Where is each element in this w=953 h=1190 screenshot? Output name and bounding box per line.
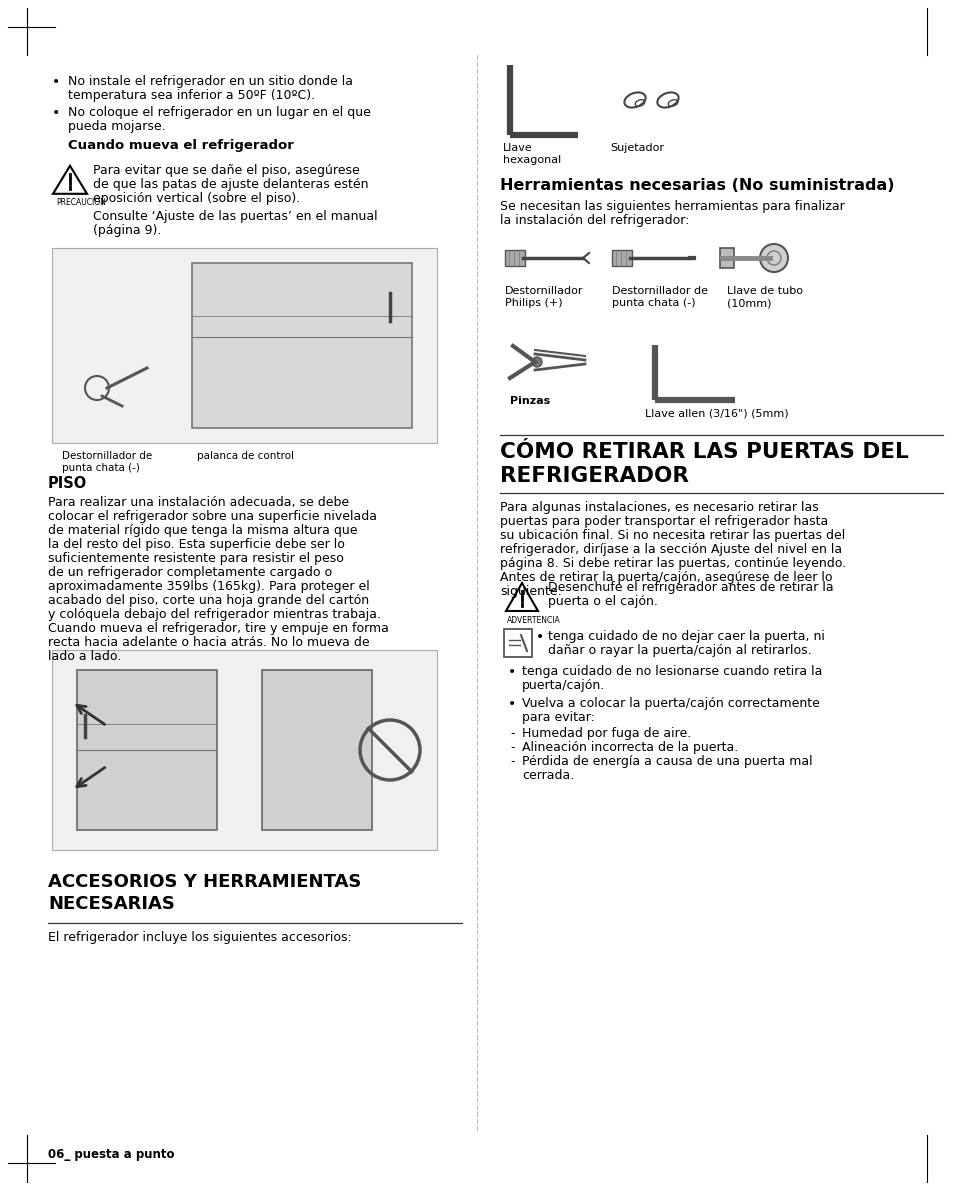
Text: refrigerador, diríjase a la sección Ajuste del nivel en la: refrigerador, diríjase a la sección Ajus… — [499, 543, 841, 556]
Text: de material rígido que tenga la misma altura que: de material rígido que tenga la misma al… — [48, 524, 357, 537]
Text: dañar o rayar la puerta/cajón al retirarlos.: dañar o rayar la puerta/cajón al retirar… — [547, 644, 811, 657]
Text: Sujetador: Sujetador — [609, 143, 663, 154]
Text: Se necesitan las siguientes herramientas para finalizar: Se necesitan las siguientes herramientas… — [499, 200, 843, 213]
Text: tenga cuidado de no dejar caer la puerta, ni: tenga cuidado de no dejar caer la puerta… — [547, 630, 824, 643]
Text: Herramientas necesarias (No suministrada): Herramientas necesarias (No suministrada… — [499, 178, 894, 193]
Bar — [262, 670, 372, 829]
Text: Destornillador: Destornillador — [504, 286, 583, 296]
Text: -: - — [510, 727, 514, 740]
Text: siguiente:: siguiente: — [499, 585, 561, 599]
Text: Vuelva a colocar la puerta/cajón correctamente: Vuelva a colocar la puerta/cajón correct… — [521, 697, 819, 710]
Text: tenga cuidado de no lesionarse cuando retira la: tenga cuidado de no lesionarse cuando re… — [521, 665, 821, 678]
Bar — [720, 248, 733, 268]
Text: palanca de control: palanca de control — [196, 451, 294, 461]
Text: ADVERTENCIA: ADVERTENCIA — [506, 616, 560, 625]
Text: punta chata (-): punta chata (-) — [62, 463, 140, 472]
Text: aproximadamente 359lbs (165kg). Para proteger el: aproximadamente 359lbs (165kg). Para pro… — [48, 580, 370, 593]
Text: No instale el refrigerador en un sitio donde la: No instale el refrigerador en un sitio d… — [68, 75, 353, 88]
Text: •: • — [507, 697, 516, 710]
Text: Antes de retirar la puerta/cajón, asegúrese de leer lo: Antes de retirar la puerta/cajón, asegúr… — [499, 571, 832, 584]
Text: (10mm): (10mm) — [726, 298, 771, 308]
Text: Consulte ‘Ajuste de las puertas’ en el manual: Consulte ‘Ajuste de las puertas’ en el m… — [92, 209, 377, 223]
Text: Desenchufe el refrigerador antes de retirar la: Desenchufe el refrigerador antes de reti… — [547, 581, 833, 594]
Text: temperatura sea inferior a 50ºF (10ºC).: temperatura sea inferior a 50ºF (10ºC). — [68, 89, 314, 102]
Text: puerta/cajón.: puerta/cajón. — [521, 679, 604, 693]
Text: la del resto del piso. Esta superficie debe ser lo: la del resto del piso. Esta superficie d… — [48, 538, 345, 551]
Text: acabado del piso, corte una hoja grande del cartón: acabado del piso, corte una hoja grande … — [48, 594, 369, 607]
Text: NECESARIAS: NECESARIAS — [48, 895, 174, 913]
Text: El refrigerador incluye los siguientes accesorios:: El refrigerador incluye los siguientes a… — [48, 931, 352, 944]
Text: eposición vertical (sobre el piso).: eposición vertical (sobre el piso). — [92, 192, 300, 205]
Text: Pérdida de energía a causa de una puerta mal: Pérdida de energía a causa de una puerta… — [521, 754, 812, 768]
Circle shape — [532, 357, 541, 367]
Text: Cuando mueva el refrigerador, tire y empuje en forma: Cuando mueva el refrigerador, tire y emp… — [48, 622, 389, 635]
Text: punta chata (-): punta chata (-) — [612, 298, 695, 308]
Text: para evitar:: para evitar: — [521, 710, 595, 724]
Text: recta hacia adelante o hacia atrás. No lo mueva de: recta hacia adelante o hacia atrás. No l… — [48, 635, 369, 649]
Text: Para evitar que se dañe el piso, asegúrese: Para evitar que se dañe el piso, asegúre… — [92, 164, 359, 177]
Text: -: - — [510, 754, 514, 768]
Text: •: • — [52, 106, 60, 120]
Text: Llave de tubo: Llave de tubo — [726, 286, 802, 296]
Text: página 8. Si debe retirar las puertas, continúe leyendo.: página 8. Si debe retirar las puertas, c… — [499, 557, 845, 570]
Text: puerta o el cajón.: puerta o el cajón. — [547, 595, 658, 608]
Text: colocar el refrigerador sobre una superficie nivelada: colocar el refrigerador sobre una superf… — [48, 511, 376, 522]
Text: CÓMO RETIRAR LAS PUERTAS DEL: CÓMO RETIRAR LAS PUERTAS DEL — [499, 441, 908, 462]
Text: Pinzas: Pinzas — [510, 396, 550, 406]
Text: suficientemente resistente para resistir el peso: suficientemente resistente para resistir… — [48, 552, 343, 565]
Text: •: • — [536, 630, 543, 644]
Text: Llave: Llave — [502, 143, 532, 154]
Text: Philips (+): Philips (+) — [504, 298, 562, 308]
Bar — [52, 248, 436, 443]
Text: Alineación incorrecta de la puerta.: Alineación incorrecta de la puerta. — [521, 741, 738, 754]
Text: de un refrigerador completamente cargado o: de un refrigerador completamente cargado… — [48, 566, 332, 580]
Text: (página 9).: (página 9). — [92, 224, 161, 237]
Text: pueda mojarse.: pueda mojarse. — [68, 120, 166, 133]
Bar — [612, 250, 631, 267]
Bar — [504, 250, 524, 267]
Text: la instalación del refrigerador:: la instalación del refrigerador: — [499, 214, 689, 227]
Text: Humedad por fuga de aire.: Humedad por fuga de aire. — [521, 727, 691, 740]
Text: Para realizar una instalación adecuada, se debe: Para realizar una instalación adecuada, … — [48, 496, 349, 509]
Text: hexagonal: hexagonal — [502, 155, 560, 165]
Text: REFRIGERADOR: REFRIGERADOR — [499, 466, 688, 486]
Text: •: • — [507, 665, 516, 679]
Text: Para algunas instalaciones, es necesario retirar las: Para algunas instalaciones, es necesario… — [499, 501, 818, 514]
Bar — [52, 650, 436, 850]
Text: ACCESORIOS Y HERRAMIENTAS: ACCESORIOS Y HERRAMIENTAS — [48, 873, 361, 891]
Text: •: • — [52, 75, 60, 89]
Text: y colóquela debajo del refrigerador mientras trabaja.: y colóquela debajo del refrigerador mien… — [48, 608, 380, 621]
Text: Destornillador de: Destornillador de — [62, 451, 152, 461]
Text: Destornillador de: Destornillador de — [612, 286, 707, 296]
Bar — [77, 670, 216, 829]
Text: Llave allen (3/16") (5mm): Llave allen (3/16") (5mm) — [644, 408, 788, 418]
Text: puertas para poder transportar el refrigerador hasta: puertas para poder transportar el refrig… — [499, 515, 827, 528]
Text: Cuando mueva el refrigerador: Cuando mueva el refrigerador — [68, 139, 294, 152]
Text: No coloque el refrigerador en un lugar en el que: No coloque el refrigerador en un lugar e… — [68, 106, 371, 119]
Text: lado a lado.: lado a lado. — [48, 650, 121, 663]
FancyBboxPatch shape — [503, 630, 532, 657]
Text: PRECAUCIÓN: PRECAUCIÓN — [56, 198, 106, 207]
Text: -: - — [510, 741, 514, 754]
Text: cerrada.: cerrada. — [521, 769, 574, 782]
Circle shape — [760, 244, 787, 273]
Text: 06_ puesta a punto: 06_ puesta a punto — [48, 1148, 174, 1161]
Text: su ubicación final. Si no necesita retirar las puertas del: su ubicación final. Si no necesita retir… — [499, 530, 844, 541]
Bar — [192, 263, 412, 428]
Text: de que las patas de ajuste delanteras estén: de que las patas de ajuste delanteras es… — [92, 177, 368, 190]
Text: PISO: PISO — [48, 476, 87, 491]
